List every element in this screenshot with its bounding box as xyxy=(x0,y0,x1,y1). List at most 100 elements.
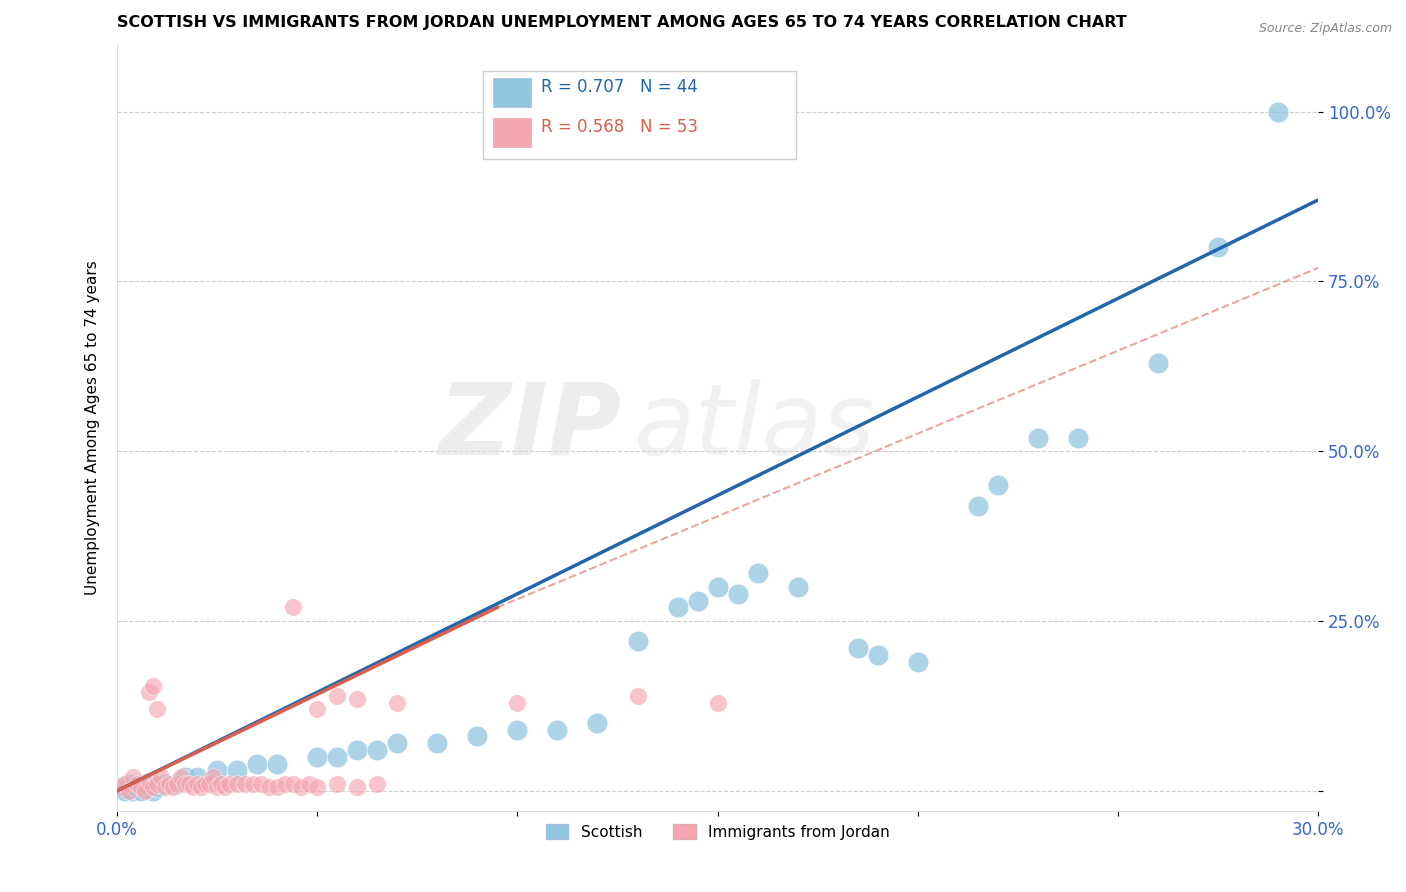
Point xyxy=(233,777,256,791)
Point xyxy=(1067,431,1090,445)
Point xyxy=(205,780,228,795)
Point xyxy=(307,780,329,795)
Point xyxy=(125,780,148,795)
Point xyxy=(506,696,529,710)
Point xyxy=(170,770,193,784)
Point xyxy=(218,777,240,791)
Point xyxy=(346,743,368,757)
Point xyxy=(250,777,273,791)
Point xyxy=(747,566,769,581)
Point xyxy=(686,593,709,607)
Point xyxy=(134,777,156,791)
Point xyxy=(846,641,869,656)
Point xyxy=(298,777,321,791)
Point xyxy=(666,600,689,615)
Point xyxy=(205,764,228,778)
Point xyxy=(307,749,329,764)
Point xyxy=(387,696,409,710)
Point xyxy=(129,784,152,798)
Point xyxy=(467,730,489,744)
Point xyxy=(366,777,388,791)
Point xyxy=(967,499,990,513)
Point xyxy=(129,780,152,795)
Point xyxy=(202,770,225,784)
Point xyxy=(346,780,368,795)
Point xyxy=(727,587,749,601)
Point xyxy=(209,777,232,791)
Point xyxy=(307,702,329,716)
Point xyxy=(110,780,132,795)
Text: R = 0.568   N = 53: R = 0.568 N = 53 xyxy=(541,118,697,136)
Point xyxy=(198,777,221,791)
Point xyxy=(242,777,264,791)
Point xyxy=(166,777,188,791)
Point xyxy=(162,780,184,795)
Point xyxy=(626,689,648,703)
Legend: Scottish, Immigrants from Jordan: Scottish, Immigrants from Jordan xyxy=(540,818,896,846)
Point xyxy=(246,756,269,771)
FancyBboxPatch shape xyxy=(494,78,531,107)
Point xyxy=(546,723,568,737)
Point xyxy=(110,780,132,795)
Point xyxy=(274,777,297,791)
Y-axis label: Unemployment Among Ages 65 to 74 years: Unemployment Among Ages 65 to 74 years xyxy=(86,260,100,595)
Point xyxy=(626,634,648,648)
Point xyxy=(186,770,208,784)
FancyBboxPatch shape xyxy=(484,70,796,159)
Point xyxy=(157,777,180,791)
Point xyxy=(1026,431,1049,445)
Point xyxy=(118,777,141,791)
Point xyxy=(706,580,728,594)
Point xyxy=(257,780,280,795)
Point xyxy=(907,655,929,669)
Point xyxy=(326,749,349,764)
Point xyxy=(346,692,368,706)
Text: ZIP: ZIP xyxy=(439,379,621,476)
Point xyxy=(366,743,388,757)
Point xyxy=(174,770,197,784)
Point xyxy=(125,777,148,791)
Point xyxy=(142,784,165,798)
Point xyxy=(266,780,288,795)
Point xyxy=(706,696,728,710)
Point xyxy=(118,784,141,798)
Point xyxy=(146,777,169,791)
Point xyxy=(138,773,160,788)
Point xyxy=(174,777,197,791)
Point xyxy=(1147,356,1170,370)
Point xyxy=(190,780,212,795)
Point xyxy=(150,770,173,784)
Point xyxy=(186,777,208,791)
Point xyxy=(194,777,217,791)
Point xyxy=(226,764,249,778)
Point xyxy=(786,580,808,594)
Point xyxy=(586,715,609,730)
Text: SCOTTISH VS IMMIGRANTS FROM JORDAN UNEMPLOYMENT AMONG AGES 65 TO 74 YEARS CORREL: SCOTTISH VS IMMIGRANTS FROM JORDAN UNEMP… xyxy=(117,15,1126,30)
Text: atlas: atlas xyxy=(634,379,875,476)
Point xyxy=(387,736,409,750)
Point xyxy=(1206,240,1229,254)
Point xyxy=(122,784,145,798)
Point xyxy=(114,784,136,798)
FancyBboxPatch shape xyxy=(494,118,531,147)
Point xyxy=(134,784,156,798)
Point xyxy=(866,648,889,662)
Point xyxy=(177,777,200,791)
Point xyxy=(153,780,176,795)
Point xyxy=(146,702,169,716)
Point xyxy=(1267,104,1289,119)
Point xyxy=(181,780,204,795)
Point xyxy=(226,777,249,791)
Point xyxy=(283,600,305,615)
Point xyxy=(266,756,288,771)
Point xyxy=(283,777,305,791)
Point xyxy=(506,723,529,737)
Point xyxy=(114,777,136,791)
Text: Source: ZipAtlas.com: Source: ZipAtlas.com xyxy=(1258,22,1392,36)
Point xyxy=(122,770,145,784)
Point xyxy=(326,689,349,703)
Point xyxy=(426,736,449,750)
Point xyxy=(326,777,349,791)
Point xyxy=(142,679,165,693)
Point xyxy=(214,780,236,795)
